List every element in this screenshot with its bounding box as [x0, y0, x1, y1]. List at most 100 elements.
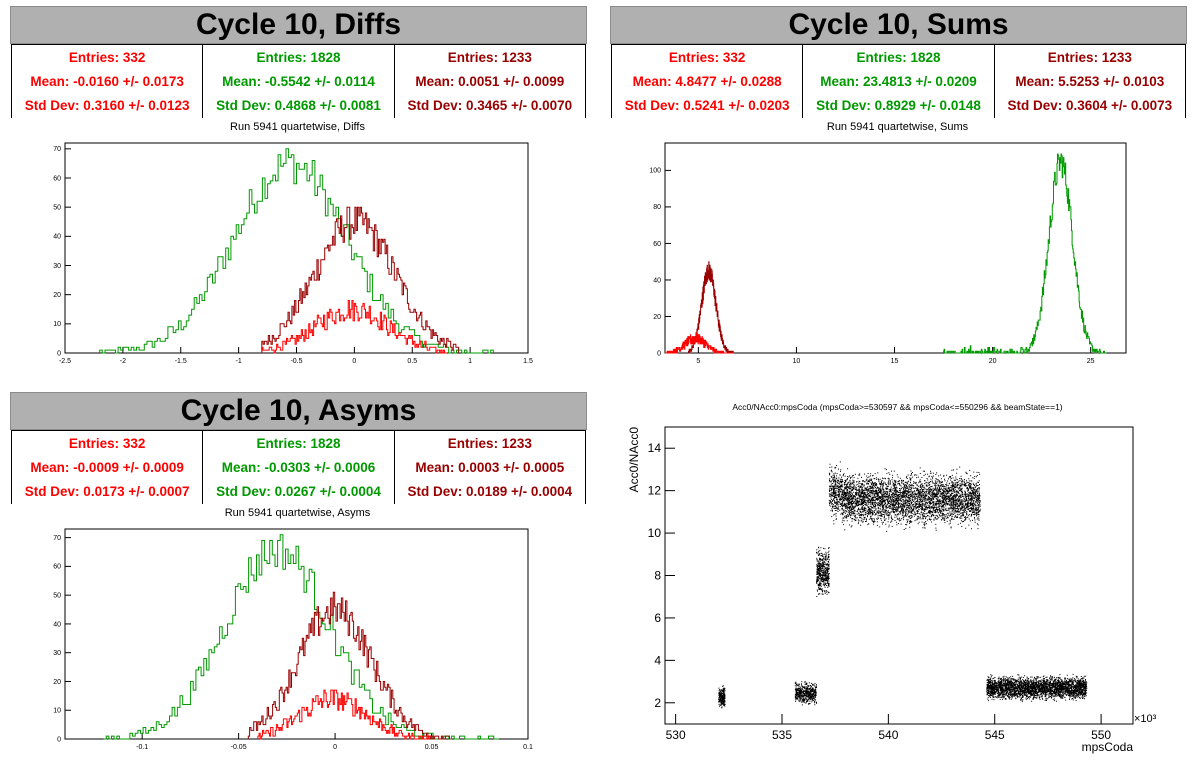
asyms-ytick-label: 40: [53, 621, 61, 628]
scatter-xtick-label: 550: [1091, 728, 1111, 742]
sums-xtick-label: 20: [989, 358, 997, 365]
diffs-xtick-label: -1: [236, 358, 242, 365]
diffs-stats-darkred: Entries: 1233 Mean: 0.0051 +/- 0.0099 St…: [395, 45, 585, 118]
asyms-series-red: [257, 689, 432, 740]
diffs-xtick-label: 0.5: [407, 358, 417, 365]
stat-mean: Mean: 0.0003 +/- 0.0005: [415, 459, 565, 475]
diffs-ytick-label: 0: [57, 350, 61, 357]
diffs-ytick-label: 50: [53, 205, 61, 212]
sums-ytick-label: 60: [653, 241, 661, 248]
diffs-xtick-label: 0: [352, 358, 356, 365]
asyms-xtick-label: -0.05: [231, 744, 247, 751]
scatter-points: [718, 461, 1088, 709]
diffs-xtick-label: -1.5: [175, 358, 187, 365]
stat-mean: Mean: 4.8477 +/- 0.0288: [632, 73, 782, 89]
sums-series-red: [665, 332, 734, 354]
asyms-ytick-label: 50: [53, 592, 61, 599]
diffs-subtitle: Run 5941 quartetwise, Diffs: [230, 121, 365, 133]
asyms-stats-red: Entries: 332 Mean: -0.0009 +/- 0.0009 St…: [12, 431, 204, 504]
scatter-cluster: [794, 681, 817, 706]
stat-std: Std Dev: 0.0267 +/- 0.0004: [216, 484, 381, 500]
stat-entries: Entries: 332: [68, 435, 146, 451]
scatter-frame: [664, 426, 1134, 725]
stat-entries: Entries: 1828: [256, 49, 341, 65]
asyms-ytick-label: 60: [53, 564, 61, 571]
stat-entries: Entries: 1828: [856, 49, 941, 65]
stat-std: Std Dev: 0.5241 +/- 0.0203: [624, 98, 790, 114]
sums-stats-box: Entries: 332 Mean: 4.8477 +/- 0.0288 Std…: [611, 44, 1186, 118]
scatter-title: Acc0/NAcc0:mpsCoda (mpsCoda>=530597 && m…: [732, 402, 1063, 412]
sums-ytick-label: 40: [653, 277, 661, 284]
scatter-ytick-label: 8: [654, 569, 661, 583]
asyms-xtick-label: 0: [333, 744, 337, 751]
asyms-stats-green: Entries: 1828 Mean: -0.0303 +/- 0.0006 S…: [203, 431, 395, 504]
scatter-xtick-label: 535: [772, 728, 792, 742]
scatter-ytick-label: 4: [654, 653, 661, 667]
diffs-xtick-label: 1: [468, 358, 472, 365]
stat-entries: Entries: 1233: [1047, 49, 1132, 65]
stat-std: Std Dev: 0.3160 +/- 0.0123: [24, 98, 190, 114]
scatter-ytick-label: 14: [648, 441, 662, 455]
stat-mean: Mean: -0.0009 +/- 0.0009: [30, 459, 184, 475]
scatter-ytick-label: 2: [654, 696, 661, 710]
scatter-ylabel: Acc0/NAcc0: [627, 427, 641, 493]
stat-mean: Mean: 23.4813 +/- 0.0209: [820, 73, 977, 89]
sums-xtick-label: 10: [793, 358, 801, 365]
asyms-ytick-label: 10: [53, 708, 61, 715]
stat-mean: Mean: 5.5253 +/- 0.0103: [1015, 73, 1165, 89]
scatter-ytick-label: 6: [654, 611, 661, 625]
asyms-xtick-label: -0.1: [136, 744, 148, 751]
scatter-xtick-label: 530: [666, 728, 686, 742]
asyms-subtitle: Run 5941 quartetwise, Asyms: [224, 507, 371, 519]
diffs-ytick-label: 70: [53, 146, 61, 153]
sums-series-green: [943, 153, 1107, 354]
asyms-ytick-label: 0: [57, 736, 61, 743]
stat-entries: Entries: 1233: [447, 49, 532, 65]
sums-xtick-label: 15: [891, 358, 899, 365]
diffs-stats-red: Entries: 332 Mean: -0.0160 +/- 0.0173 St…: [12, 45, 204, 118]
asyms-stats-box: Entries: 332 Mean: -0.0009 +/- 0.0009 St…: [11, 430, 586, 504]
stat-std: Std Dev: 0.4868 +/- 0.0081: [216, 98, 381, 114]
scatter-ytick-label: 10: [648, 526, 662, 540]
diffs-ytick-label: 30: [53, 263, 61, 270]
scatter-x-exponent: ×10³: [1134, 713, 1157, 725]
diffs-stats-green: Entries: 1828 Mean: -0.5542 +/- 0.0114 S…: [203, 45, 395, 118]
stat-std: Std Dev: 0.8929 +/- 0.0148: [816, 98, 981, 114]
stat-entries: Entries: 1233: [447, 435, 532, 451]
scatter-cluster: [816, 546, 830, 597]
sums-subtitle: Run 5941 quartetwise, Sums: [826, 121, 969, 133]
sums-ytick-label: 20: [653, 314, 661, 321]
sums-xtick-label: 5: [696, 358, 700, 365]
diffs-xtick-label: 1.5: [523, 358, 533, 365]
diffs-ytick-label: 20: [53, 292, 61, 299]
diffs-xtick-label: -2: [120, 358, 126, 365]
asyms-ytick-label: 30: [53, 650, 61, 657]
diffs-xtick-label: -0.5: [290, 358, 302, 365]
sums-title: Cycle 10, Sums: [610, 6, 1187, 44]
asyms-stats-darkred: Entries: 1233 Mean: 0.0003 +/- 0.0005 St…: [395, 431, 585, 504]
sums-ytick-label: 0: [657, 350, 661, 357]
asyms-xtick-label: 0.05: [425, 744, 439, 751]
scatter-cluster: [828, 461, 843, 525]
diffs-stats-box: Entries: 332 Mean: -0.0160 +/- 0.0173 St…: [11, 44, 586, 118]
stat-std: Std Dev: 0.0173 +/- 0.0007: [24, 484, 190, 500]
scatter-xtick-label: 540: [878, 728, 898, 742]
scatter-cluster: [841, 466, 981, 532]
stat-mean: Mean: -0.0303 +/- 0.0006: [221, 459, 376, 475]
diffs-ytick-label: 60: [53, 175, 61, 182]
scatter-ytick-label: 12: [648, 484, 662, 498]
sums-stats-green: Entries: 1828 Mean: 23.4813 +/- 0.0209 S…: [803, 45, 995, 118]
sums-frame: [664, 142, 1127, 354]
asyms-series-green: [103, 534, 500, 740]
scatter-cluster: [986, 673, 1088, 703]
diffs-ytick-label: 40: [53, 234, 61, 241]
diffs-title: Cycle 10, Diffs: [10, 6, 587, 44]
sums-stats-darkred: Entries: 1233 Mean: 5.5253 +/- 0.0103 St…: [995, 45, 1185, 118]
diffs-series-darkred: [261, 206, 460, 353]
stat-std: Std Dev: 0.3465 +/- 0.0070: [407, 98, 573, 114]
stat-std: Std Dev: 0.0189 +/- 0.0004: [407, 484, 573, 500]
stat-entries: Entries: 1828: [256, 435, 341, 451]
stat-std: Std Dev: 0.3604 +/- 0.0073: [1007, 98, 1173, 114]
diffs-xtick-label: -2.5: [59, 358, 71, 365]
